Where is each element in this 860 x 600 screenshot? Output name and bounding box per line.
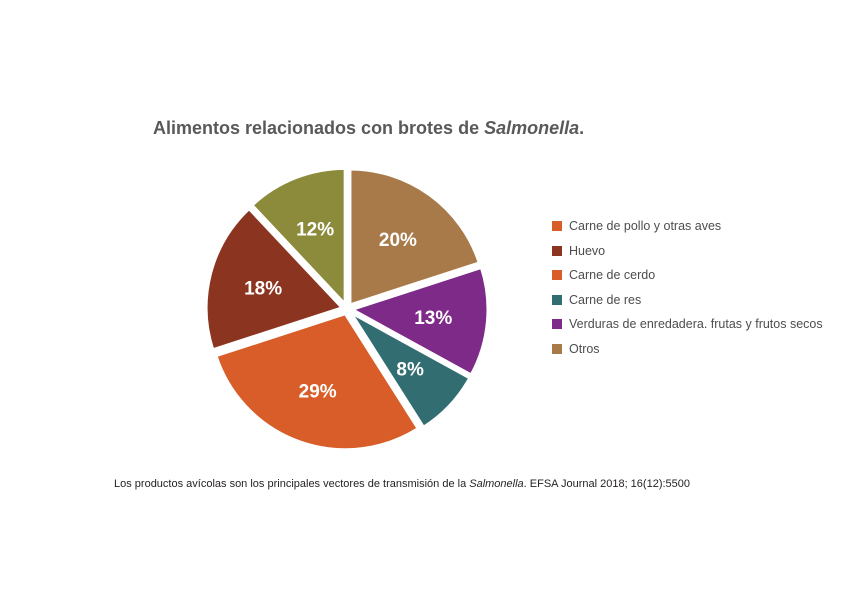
slice-data-label: 12% [296,219,334,240]
slice-data-label: 20% [379,230,417,251]
legend-label: Carne de cerdo [569,268,656,283]
slice-data-label: 29% [299,381,337,402]
source-note: Los productos avícolas son los principal… [114,478,690,490]
legend-swatch [552,221,562,232]
legend-item: Carne de cerdo [552,263,852,288]
legend-swatch [552,270,562,281]
legend-label: Verduras de enredadera. frutas y frutos … [569,317,823,332]
legend-item: Otros [552,337,852,362]
pie-slice [249,166,347,309]
chart-title-text: Alimentos relacionados con brotes de [153,118,485,138]
pie-slice [214,311,421,452]
pie-slice [348,265,490,378]
legend-swatch [552,343,562,354]
source-emphasis: Salmonella [469,478,524,490]
slice-data-label: 18% [244,278,282,299]
legend-label: Carne de pollo y otras aves [569,219,722,234]
legend-label: Carne de res [569,292,642,307]
source-end: . EFSA Journal 2018; 16(12):5500 [523,478,691,490]
chart-title-end: . [579,118,585,138]
slice-data-label: 8% [396,359,424,380]
legend: Carne de pollo y otras aves Huevo Carne … [552,214,852,361]
pie-slice [348,167,482,308]
chart-title-emphasis: Salmonella [484,118,580,138]
legend-swatch [552,319,562,330]
source-text: Los productos avícolas son los principal… [114,478,470,490]
slice-data-label: 13% [414,308,452,329]
chart-title: Alimentos relacionados con brotes de Sal… [153,118,584,139]
legend-label: Huevo [569,243,606,258]
pie-slice [349,311,472,430]
legend-label: Otros [569,341,600,356]
legend-item: Carne de res [552,288,852,313]
legend-swatch [552,245,562,256]
pie-slice [204,206,345,352]
legend-swatch [552,294,562,305]
legend-item: Huevo [552,239,852,264]
legend-item: Carne de pollo y otras aves [552,214,852,239]
legend-item: Verduras de enredadera. frutas y frutos … [552,312,852,337]
